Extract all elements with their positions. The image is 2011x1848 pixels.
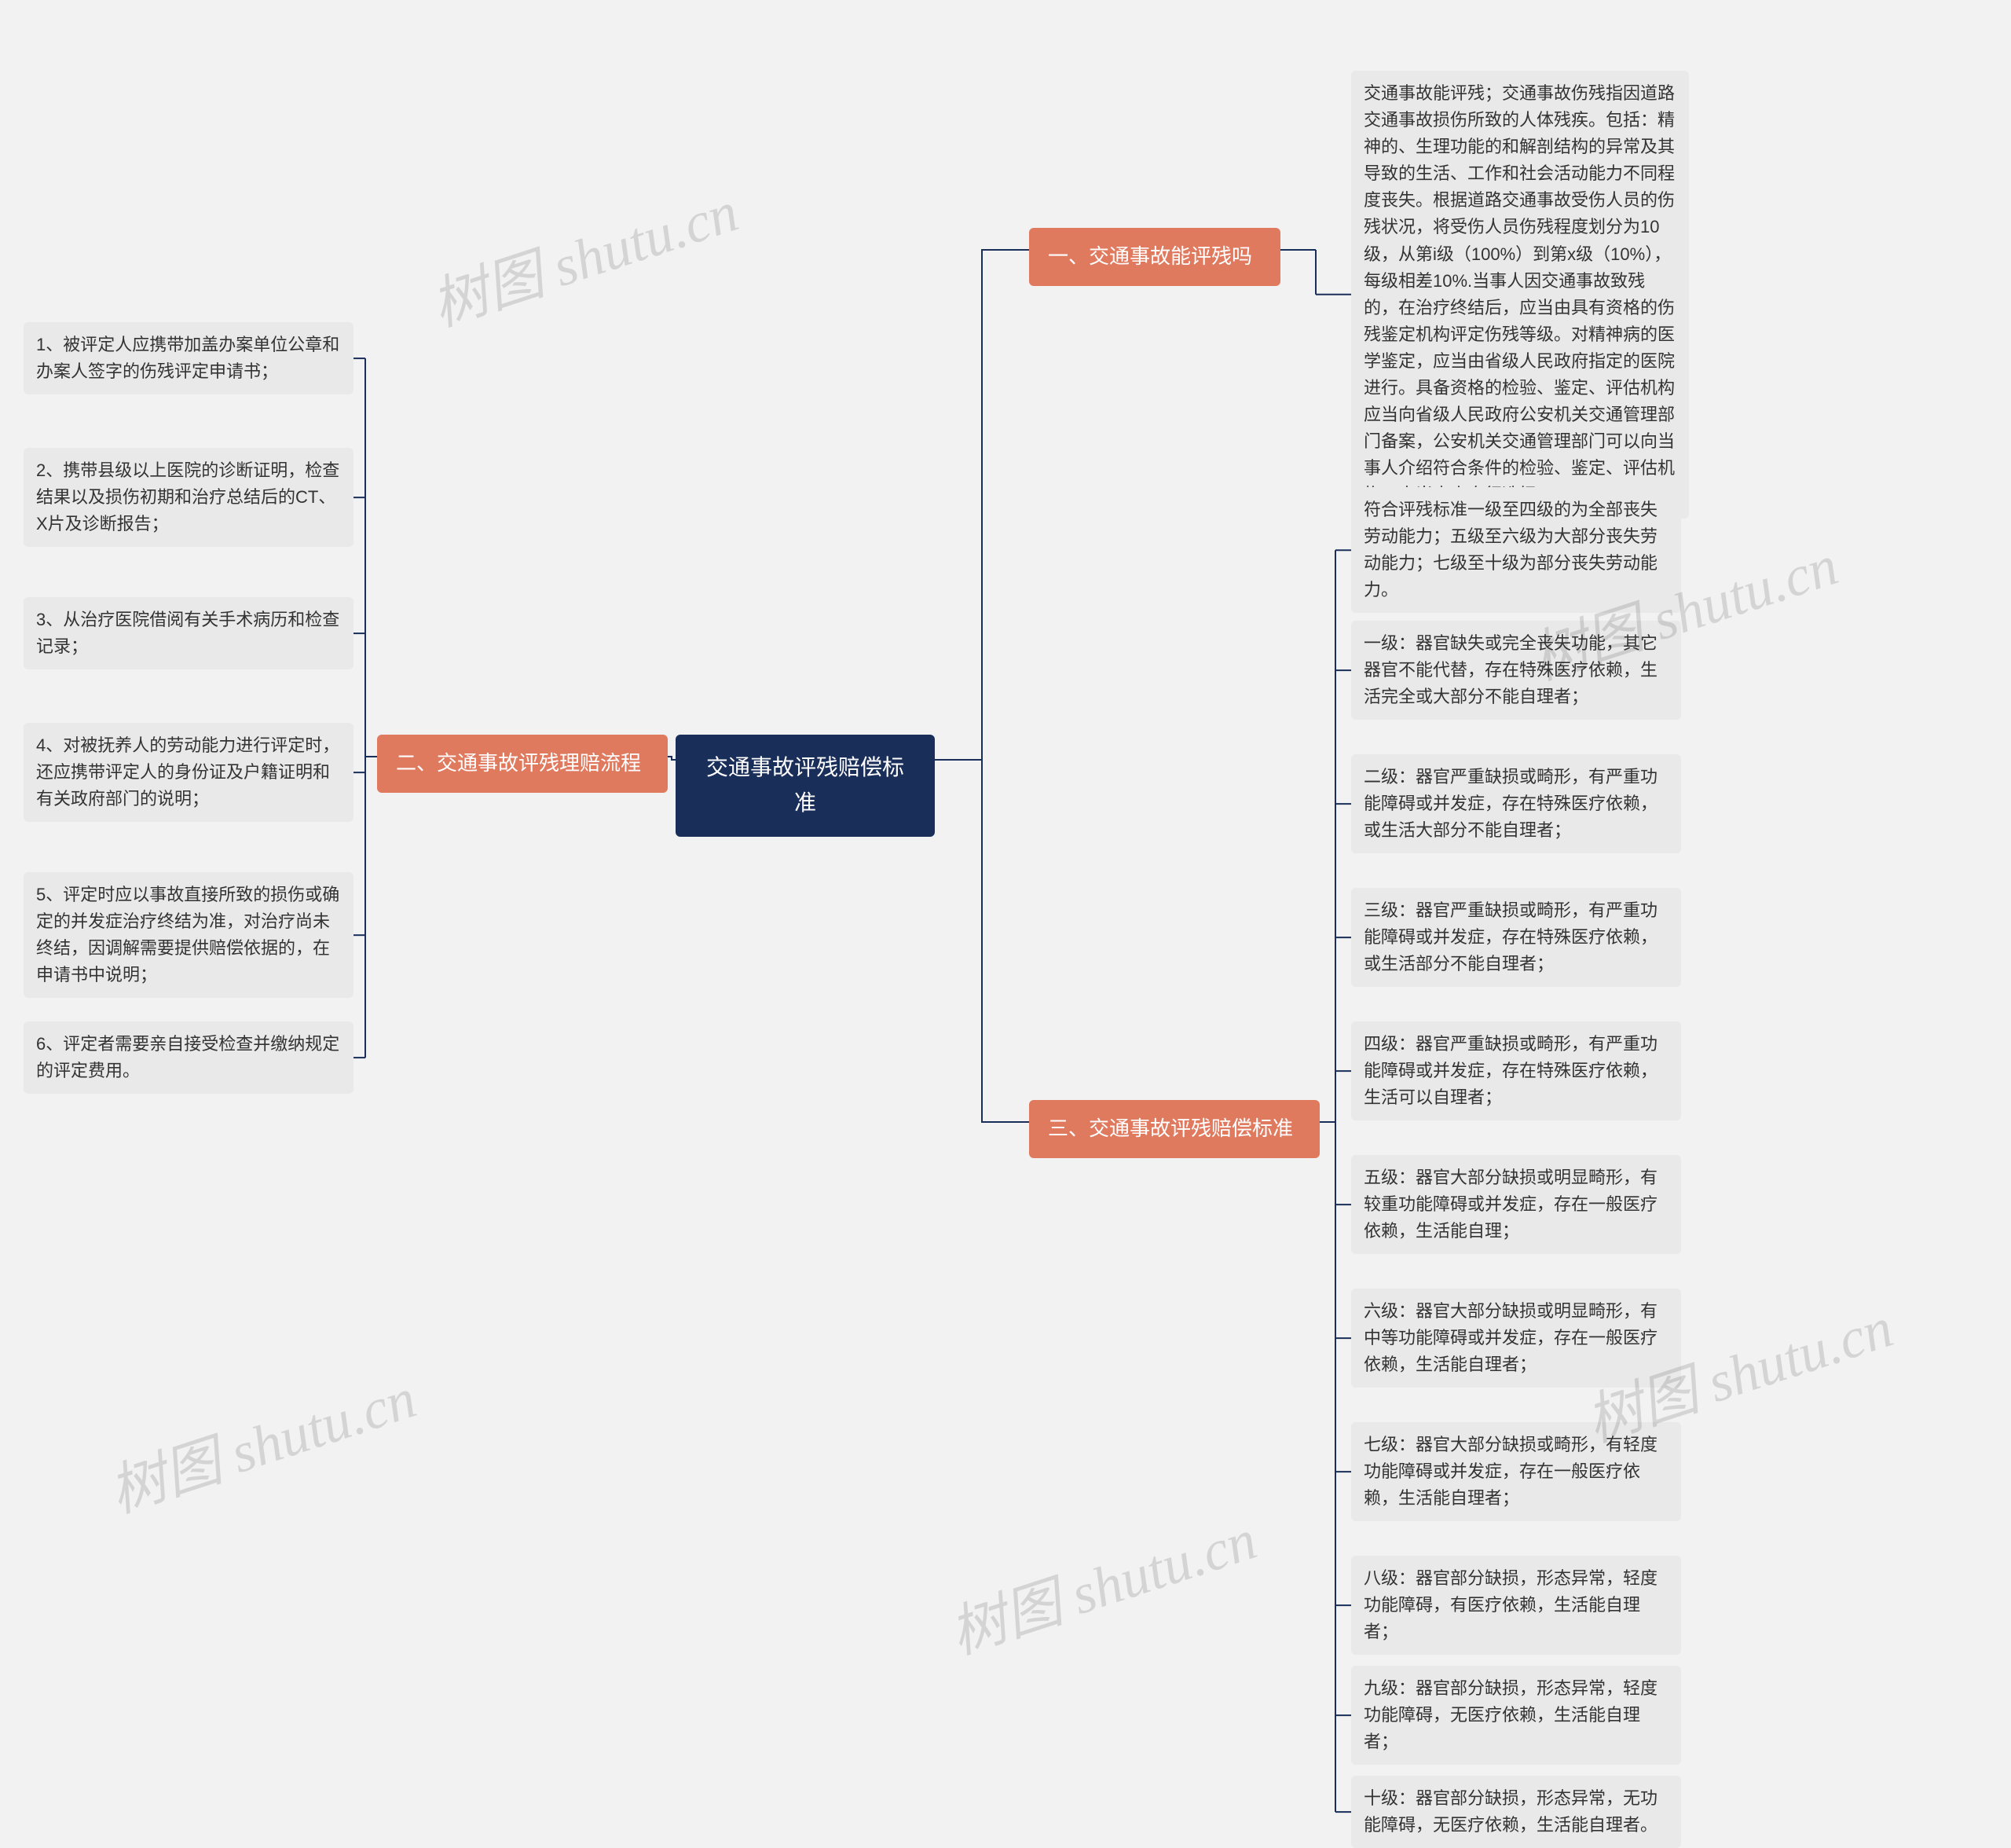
leaf-b3-3: 三级：器官严重缺损或畸形，有严重功能障碍或并发症，存在特殊医疗依赖，或生活部分不… [1351, 888, 1681, 987]
watermark-1: 树图 shutu.cn [97, 1351, 425, 1528]
leaf-b3-4-label: 四级：器官严重缺损或畸形，有严重功能障碍或并发症，存在特殊医疗依赖，生活可以自理… [1364, 1034, 1658, 1107]
leaf-b3-4: 四级：器官严重缺损或畸形，有严重功能障碍或并发症，存在特殊医疗依赖，生活可以自理… [1351, 1021, 1681, 1120]
leaf-b3-10: 十级：器官部分缺损，形态异常，无功能障碍，无医疗依赖，生活能自理者。 [1351, 1776, 1681, 1848]
root-node: 交通事故评残赔偿标准 [676, 735, 935, 837]
leaf-b3-8: 八级：器官部分缺损，形态异常，轻度功能障碍，有医疗依赖，生活能自理者； [1351, 1556, 1681, 1655]
leaf-b3-9-label: 九级：器官部分缺损，形态异常，轻度功能障碍，无医疗依赖，生活能自理者； [1364, 1678, 1658, 1751]
leaf-b3-7: 七级：器官大部分缺损或畸形，有轻度功能障碍或并发症，存在一般医疗依赖，生活能自理… [1351, 1422, 1681, 1521]
leaf-b2-2-label: 3、从治疗医院借阅有关手术病历和检查记录； [36, 610, 339, 656]
leaf-b2-3: 4、对被抚养人的劳动能力进行评定时，还应携带评定人的身份证及户籍证明和有关政府部… [24, 723, 353, 822]
leaf-b3-6: 六级：器官大部分缺损或明显畸形，有中等功能障碍或并发症，存在一般医疗依赖，生活能… [1351, 1289, 1681, 1388]
branch-b1: 一、交通事故能评残吗 [1029, 228, 1280, 286]
leaf-b3-6-label: 六级：器官大部分缺损或明显畸形，有中等功能障碍或并发症，存在一般医疗依赖，生活能… [1364, 1301, 1658, 1374]
leaf-b2-0: 1、被评定人应携带加盖办案单位公章和办案人签字的伤残评定申请书； [24, 322, 353, 394]
leaf-b3-0: 符合评残标准一级至四级的为全部丧失劳动能力；五级至六级为大部分丧失劳动能力；七级… [1351, 487, 1681, 613]
leaf-b2-0-label: 1、被评定人应携带加盖办案单位公章和办案人签字的伤残评定申请书； [36, 335, 339, 381]
leaf-b3-1: 一级：器官缺失或完全丧失功能，其它器官不能代替，存在特殊医疗依赖，生活完全或大部… [1351, 621, 1681, 720]
leaf-b3-2: 二级：器官严重缺损或畸形，有严重功能障碍或并发症，存在特殊医疗依赖，或生活大部分… [1351, 754, 1681, 853]
leaf-b3-10-label: 十级：器官部分缺损，形态异常，无功能障碍，无医疗依赖，生活能自理者。 [1364, 1788, 1658, 1835]
leaf-b3-5-label: 五级：器官大部分缺损或明显畸形，有较重功能障碍或并发症，存在一般医疗依赖，生活能… [1364, 1168, 1658, 1241]
leaf-b3-0-label: 符合评残标准一级至四级的为全部丧失劳动能力；五级至六级为大部分丧失劳动能力；七级… [1364, 500, 1658, 600]
leaf-b2-1: 2、携带县级以上医院的诊断证明，检查结果以及损伤初期和治疗总结后的CT、X片及诊… [24, 448, 353, 547]
watermark-2: 树图 shutu.cn [938, 1493, 1266, 1670]
branch-b2-label: 二、交通事故评残理赔流程 [396, 751, 641, 775]
leaf-b3-9: 九级：器官部分缺损，形态异常，轻度功能障碍，无医疗依赖，生活能自理者； [1351, 1666, 1681, 1765]
leaf-b2-1-label: 2、携带县级以上医院的诊断证明，检查结果以及损伤初期和治疗总结后的CT、X片及诊… [36, 460, 339, 534]
leaf-b3-8-label: 八级：器官部分缺损，形态异常，轻度功能障碍，有医疗依赖，生活能自理者； [1364, 1568, 1658, 1641]
branch-b3: 三、交通事故评残赔偿标准 [1029, 1100, 1320, 1158]
branch-b1-label: 一、交通事故能评残吗 [1048, 244, 1252, 268]
leaf-b2-4-label: 5、评定时应以事故直接所致的损伤或确定的并发症治疗终结为准，对治疗尚未终结，因调… [36, 885, 339, 984]
leaf-b2-4: 5、评定时应以事故直接所致的损伤或确定的并发症治疗终结为准，对治疗尚未终结，因调… [24, 872, 353, 998]
leaf-b3-7-label: 七级：器官大部分缺损或畸形，有轻度功能障碍或并发症，存在一般医疗依赖，生活能自理… [1364, 1435, 1658, 1508]
leaf-b1-0: 交通事故能评残；交通事故伤残指因道路交通事故损伤所致的人体残疾。包括：精神的、生… [1351, 71, 1689, 519]
leaf-b1-0-label: 交通事故能评残；交通事故伤残指因道路交通事故损伤所致的人体残疾。包括：精神的、生… [1364, 83, 1675, 504]
branch-b3-label: 三、交通事故评残赔偿标准 [1048, 1116, 1293, 1140]
leaf-b3-2-label: 二级：器官严重缺损或畸形，有严重功能障碍或并发症，存在特殊医疗依赖，或生活大部分… [1364, 767, 1658, 840]
leaf-b2-3-label: 4、对被抚养人的劳动能力进行评定时，还应携带评定人的身份证及户籍证明和有关政府部… [36, 735, 339, 808]
leaf-b2-2: 3、从治疗医院借阅有关手术病历和检查记录； [24, 597, 353, 669]
leaf-b3-3-label: 三级：器官严重缺损或畸形，有严重功能障碍或并发症，存在特殊医疗依赖，或生活部分不… [1364, 900, 1658, 974]
root-node-label: 交通事故评残赔偿标准 [706, 755, 904, 815]
watermark-0: 树图 shutu.cn [419, 165, 747, 342]
leaf-b3-1-label: 一级：器官缺失或完全丧失功能，其它器官不能代替，存在特殊医疗依赖，生活完全或大部… [1364, 633, 1658, 706]
branch-b2: 二、交通事故评残理赔流程 [377, 735, 668, 793]
leaf-b2-5-label: 6、评定者需要亲自接受检查并缴纳规定的评定费用。 [36, 1034, 339, 1080]
leaf-b2-5: 6、评定者需要亲自接受检查并缴纳规定的评定费用。 [24, 1021, 353, 1094]
leaf-b3-5: 五级：器官大部分缺损或明显畸形，有较重功能障碍或并发症，存在一般医疗依赖，生活能… [1351, 1155, 1681, 1254]
